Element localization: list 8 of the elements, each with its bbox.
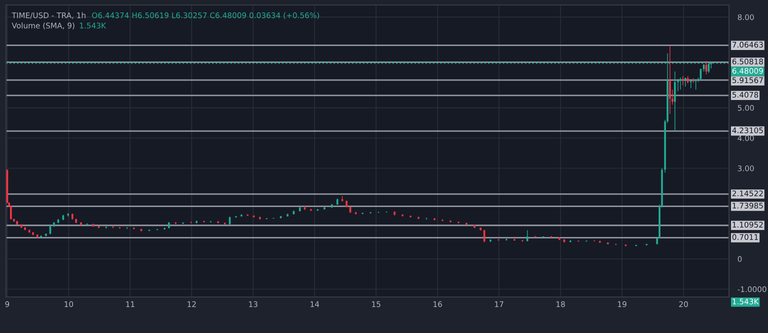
candlestick xyxy=(682,76,684,86)
candlestick xyxy=(684,77,686,87)
candlestick xyxy=(674,71,676,132)
candlestick xyxy=(690,78,692,88)
candlestick xyxy=(10,205,12,220)
candlestick xyxy=(526,230,528,242)
candlestick xyxy=(680,77,682,90)
candlestick xyxy=(669,45,671,114)
